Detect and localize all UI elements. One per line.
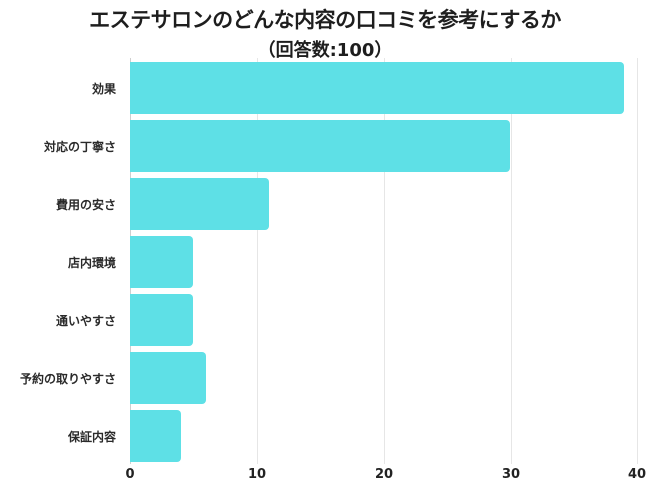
category-label: 対応の丁寧さ — [43, 140, 116, 154]
bar — [130, 120, 511, 172]
x-tick-10: 10 — [247, 467, 267, 482]
chart-title: エステサロンのどんな内容の口コミを参考にするか — [89, 8, 561, 32]
x-tick-30: 30 — [501, 467, 521, 482]
gridline-40 — [637, 58, 638, 464]
bar — [130, 352, 207, 404]
gridline-20 — [384, 58, 385, 464]
category-label: 予約の取りやすさ — [19, 372, 116, 386]
x-tick-40: 40 — [627, 467, 647, 482]
category-label: 通いやすさ — [55, 314, 116, 328]
gridline-30 — [511, 58, 512, 464]
bar — [130, 410, 181, 462]
bar — [130, 62, 625, 114]
chart-subtitle: （回答数:100） — [257, 40, 393, 61]
category-label: 費用の安さ — [55, 198, 116, 212]
bar — [130, 236, 194, 288]
category-label: 効果 — [91, 82, 116, 96]
x-tick-20: 20 — [374, 467, 394, 482]
bar — [130, 178, 270, 230]
category-label: 保証内容 — [67, 430, 116, 444]
plot-area — [130, 58, 638, 464]
x-tick-0: 0 — [125, 467, 135, 482]
bar — [130, 294, 194, 346]
category-label: 店内環境 — [67, 256, 116, 270]
gridline-10 — [257, 58, 258, 464]
